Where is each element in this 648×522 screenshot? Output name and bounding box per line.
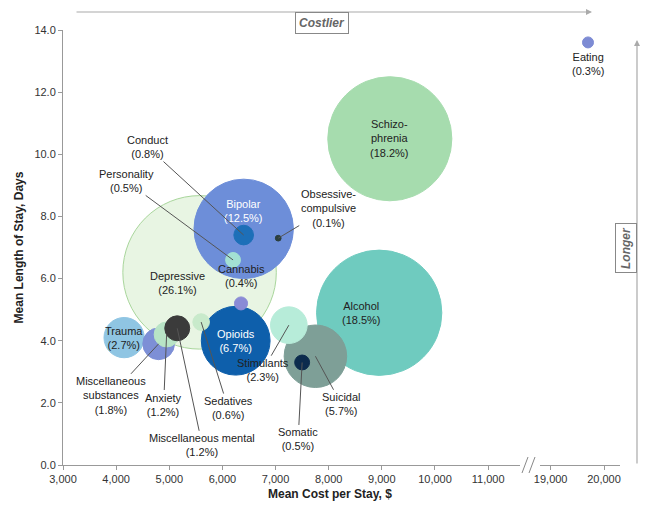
- svg-text:2.0: 2.0: [41, 397, 56, 409]
- svg-text:Depressive(26.1%): Depressive(26.1%): [150, 270, 205, 296]
- svg-text:Personality(0.5%): Personality(0.5%): [99, 168, 154, 194]
- svg-text:Conduct(0.8%): Conduct(0.8%): [127, 134, 168, 160]
- svg-text:9,000: 9,000: [368, 473, 396, 485]
- svg-text:19,000: 19,000: [534, 473, 568, 485]
- svg-text:Cannabis(0.4%): Cannabis(0.4%): [218, 263, 265, 289]
- svg-text:11,000: 11,000: [472, 473, 505, 485]
- svg-text:4.0: 4.0: [41, 335, 56, 347]
- svg-text:6,000: 6,000: [209, 473, 237, 485]
- svg-text:Suicidal(5.7%): Suicidal(5.7%): [322, 391, 361, 417]
- svg-text:Opioids(6.7%): Opioids(6.7%): [217, 328, 255, 354]
- svg-text:Trauma(2.7%): Trauma(2.7%): [105, 325, 143, 351]
- svg-text:8.0: 8.0: [41, 210, 56, 222]
- svg-text:10.0: 10.0: [34, 148, 55, 160]
- svg-text:Mean Length of Stay, Days: Mean Length of Stay, Days: [12, 171, 26, 323]
- svg-text:Somatic(0.5%): Somatic(0.5%): [278, 426, 318, 452]
- svg-text:Alcohol(18.5%): Alcohol(18.5%): [342, 300, 381, 326]
- svg-text:6.0: 6.0: [41, 272, 56, 284]
- svg-text:10,000: 10,000: [418, 473, 452, 485]
- svg-text:5,000: 5,000: [156, 473, 184, 485]
- svg-text:Obsessive-compulsive(0.1%): Obsessive-compulsive(0.1%): [301, 188, 356, 229]
- svg-text:Stimulants(2.3%): Stimulants(2.3%): [237, 357, 289, 383]
- svg-text:Miscellaneous mental(1.2%): Miscellaneous mental(1.2%): [149, 432, 255, 458]
- svg-text:Longer: Longer: [619, 227, 633, 269]
- svg-text:3,000: 3,000: [49, 473, 77, 485]
- svg-text:Mean Cost per Stay, $: Mean Cost per Stay, $: [268, 487, 392, 501]
- svg-text:12.0: 12.0: [34, 86, 55, 98]
- svg-text:Anxiety(1.2%): Anxiety(1.2%): [145, 392, 182, 418]
- svg-text:14.0: 14.0: [34, 24, 55, 36]
- svg-text:7,000: 7,000: [262, 473, 290, 485]
- svg-text:8,000: 8,000: [315, 473, 343, 485]
- svg-text:Sedatives(0.6%): Sedatives(0.6%): [204, 395, 253, 421]
- svg-text:4,000: 4,000: [102, 473, 130, 485]
- svg-text:Eating(0.3%): Eating(0.3%): [572, 51, 604, 77]
- svg-text:Schizo-phrenia(18.2%): Schizo-phrenia(18.2%): [370, 118, 409, 159]
- svg-text:Bipolar(12.5%): Bipolar(12.5%): [224, 198, 263, 224]
- svg-text:Costlier: Costlier: [299, 16, 345, 30]
- svg-text:0.0: 0.0: [41, 459, 56, 471]
- svg-text:20,000: 20,000: [587, 473, 621, 485]
- svg-text:Miscellaneoussubstances(1.8%): Miscellaneoussubstances(1.8%): [76, 375, 146, 416]
